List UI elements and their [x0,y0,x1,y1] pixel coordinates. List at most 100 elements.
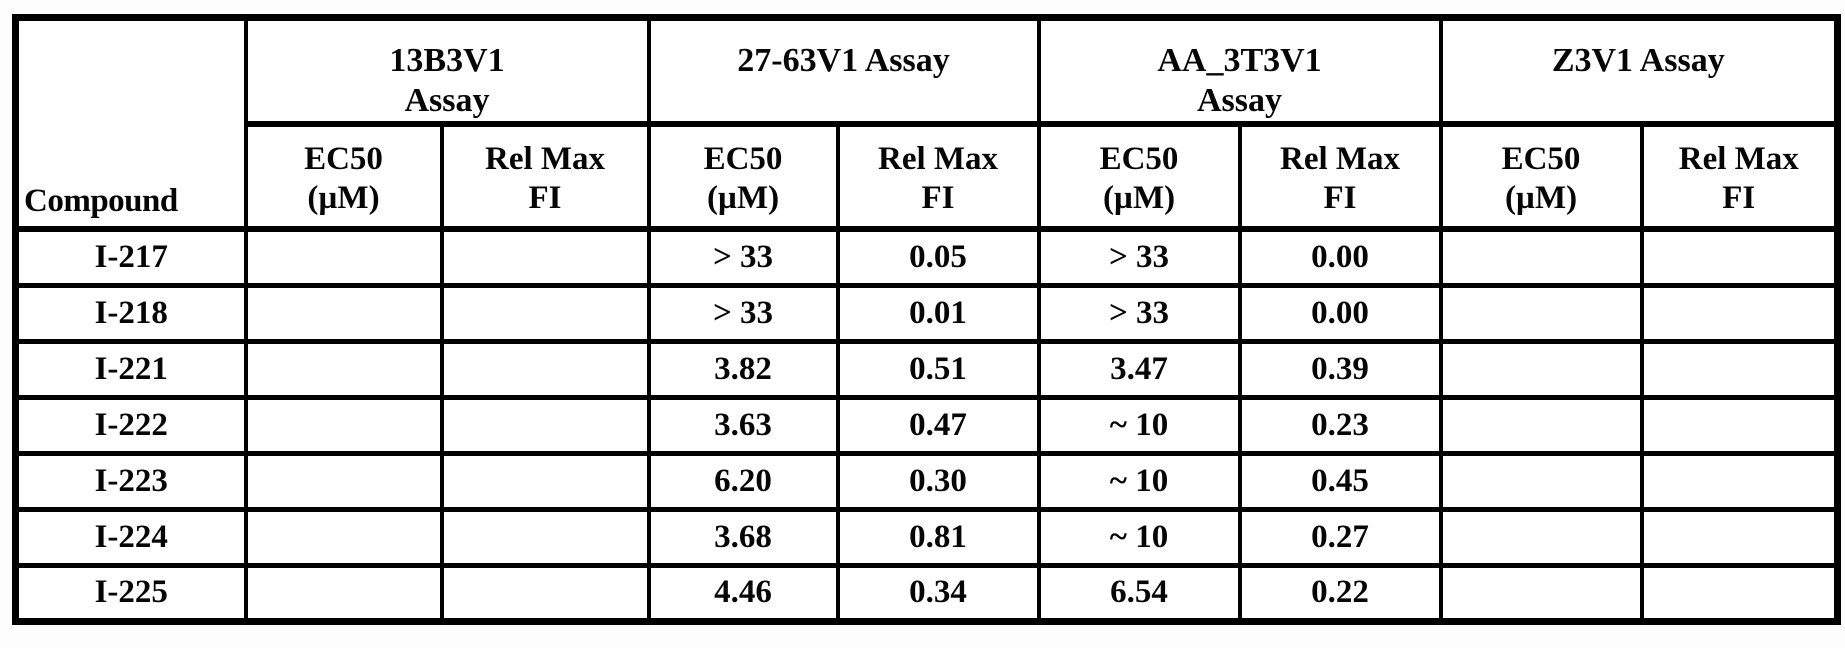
table-row-i-225: I-225 4.46 0.34 6.54 0.22 [13,563,1840,624]
ec50-label: EC50 [703,141,783,178]
value-cell-27-63v1-ec50: 3.63 [646,395,840,456]
value-cell-13b3v1-ec50 [243,451,444,512]
value-cell-27-63v1-relmax: 0.51 [835,339,1041,400]
value-cell-z3v1-relmax [1639,395,1840,456]
value-cell-27-63v1-ec50: 6.20 [646,451,840,512]
value-cell-aa-3t3v1-ec50: 3.47 [1036,339,1242,400]
assay-name-line1: 13B3V1 [389,42,505,79]
sub-header-row: EC50 (µM) Rel Max FI EC50 (µM) Rel Max F… [16,122,1840,233]
ec50-unit: (µM) [706,180,780,217]
value-cell-27-63v1-ec50: > 33 [646,227,840,288]
compound-cell: I-218 [13,283,248,344]
relmax-label: Rel Max [1678,141,1799,178]
value-cell-13b3v1-relmax [439,563,651,624]
compound-cell: I-222 [13,395,248,456]
value-cell-27-63v1-relmax: 0.05 [835,227,1041,288]
value-cell-z3v1-ec50 [1438,507,1644,568]
assay-results-table: Compound 13B3V1 Assay 27-63V1 Assay AA_3… [12,14,1842,625]
assay-name-line1: 27-63V1 Assay [737,42,950,79]
value-cell-27-63v1-relmax: 0.34 [835,563,1041,624]
value-cell-aa-3t3v1-relmax: 0.23 [1237,395,1443,456]
value-cell-aa-3t3v1-relmax: 0.00 [1237,283,1443,344]
value-cell-aa-3t3v1-ec50: ~ 10 [1036,507,1242,568]
relmax-label: Rel Max [1279,141,1401,178]
relmax-header-27-63v1: Rel Max FI [835,122,1041,233]
value-cell-13b3v1-relmax [439,451,651,512]
value-cell-13b3v1-ec50 [243,507,444,568]
value-cell-13b3v1-ec50 [243,227,444,288]
value-cell-aa-3t3v1-relmax: 0.00 [1237,227,1443,288]
table-row-i-222: I-222 3.63 0.47 ~ 10 0.23 [13,395,1840,456]
value-cell-z3v1-relmax [1639,339,1840,400]
value-cell-13b3v1-relmax [439,395,651,456]
value-cell-aa-3t3v1-relmax: 0.45 [1237,451,1443,512]
assay-group-header-aa-3t3v1: AA_3T3V1 Assay [1036,15,1443,128]
value-cell-z3v1-relmax [1639,283,1840,344]
value-cell-z3v1-ec50 [1438,395,1644,456]
value-cell-27-63v1-relmax: 0.81 [835,507,1041,568]
value-cell-z3v1-relmax [1639,227,1840,288]
value-cell-13b3v1-relmax [439,339,651,400]
ec50-unit: (µM) [1102,180,1176,217]
compound-cell: I-221 [13,339,248,400]
ec50-header-aa-3t3v1: EC50 (µM) [1036,122,1242,233]
assay-group-header-27-63v1: 27-63V1 Assay [646,15,1041,128]
ec50-label: EC50 [304,141,383,178]
value-cell-aa-3t3v1-ec50: > 33 [1036,283,1242,344]
relmax-header-z3v1: Rel Max FI [1639,122,1840,233]
ec50-header-13b3v1: EC50 (µM) [243,122,444,233]
relmax-header-aa-3t3v1: Rel Max FI [1237,122,1443,233]
assay-name-line1: AA_3T3V1 [1157,42,1322,79]
value-cell-27-63v1-relmax: 0.47 [835,395,1041,456]
value-cell-z3v1-relmax [1639,563,1840,624]
value-cell-13b3v1-ec50 [243,339,444,400]
value-cell-aa-3t3v1-ec50: > 33 [1036,227,1242,288]
assay-group-header-13b3v1: 13B3V1 Assay [243,15,651,128]
assay-name-line2: Assay [1197,82,1283,120]
table-row-i-224: I-224 3.68 0.81 ~ 10 0.27 [13,507,1840,568]
table-row-i-221: I-221 3.82 0.51 3.47 0.39 [13,339,1840,400]
value-cell-z3v1-ec50 [1438,227,1644,288]
value-cell-aa-3t3v1-ec50: ~ 10 [1036,395,1242,456]
ec50-label: EC50 [1099,141,1179,178]
value-cell-27-63v1-ec50: 4.46 [646,563,840,624]
value-cell-aa-3t3v1-relmax: 0.22 [1237,563,1443,624]
value-cell-13b3v1-relmax [439,227,651,288]
value-cell-13b3v1-ec50 [243,283,444,344]
value-cell-13b3v1-ec50 [243,395,444,456]
ec50-unit: (µM) [307,180,380,217]
value-cell-27-63v1-relmax: 0.30 [835,451,1041,512]
relmax-unit: FI [921,180,955,217]
value-cell-13b3v1-relmax [439,283,651,344]
value-cell-27-63v1-ec50: > 33 [646,283,840,344]
relmax-header-13b3v1: Rel Max FI [439,122,651,233]
value-cell-aa-3t3v1-ec50: 6.54 [1036,563,1242,624]
value-cell-z3v1-relmax [1639,507,1840,568]
value-cell-aa-3t3v1-ec50: ~ 10 [1036,451,1242,512]
compound-cell: I-223 [13,451,248,512]
ec50-unit: (µM) [1504,180,1578,217]
value-cell-13b3v1-relmax [439,507,651,568]
value-cell-27-63v1-relmax: 0.01 [835,283,1041,344]
value-cell-27-63v1-ec50: 3.68 [646,507,840,568]
value-cell-aa-3t3v1-relmax: 0.27 [1237,507,1443,568]
table-row-i-218: I-218 > 33 0.01 > 33 0.00 [13,283,1840,344]
table-row-i-223: I-223 6.20 0.30 ~ 10 0.45 [13,451,1840,512]
relmax-unit: FI [528,180,562,217]
ec50-header-27-63v1: EC50 (µM) [646,122,840,233]
assay-name-line1: Z3V1 Assay [1551,42,1725,79]
compound-column-header: Compound [13,15,248,233]
compound-cell: I-225 [13,563,248,624]
table-row-i-217: I-217 > 33 0.05 > 33 0.00 [13,227,1840,288]
relmax-label: Rel Max [484,141,606,178]
value-cell-z3v1-relmax [1639,451,1840,512]
ec50-label: EC50 [1501,141,1581,178]
value-cell-z3v1-ec50 [1438,283,1644,344]
value-cell-aa-3t3v1-relmax: 0.39 [1237,339,1443,400]
relmax-unit: FI [1323,180,1357,217]
relmax-unit: FI [1722,180,1756,217]
ec50-header-z3v1: EC50 (µM) [1438,122,1644,233]
value-cell-13b3v1-ec50 [243,563,444,624]
assay-name-line2: Assay [404,82,490,120]
